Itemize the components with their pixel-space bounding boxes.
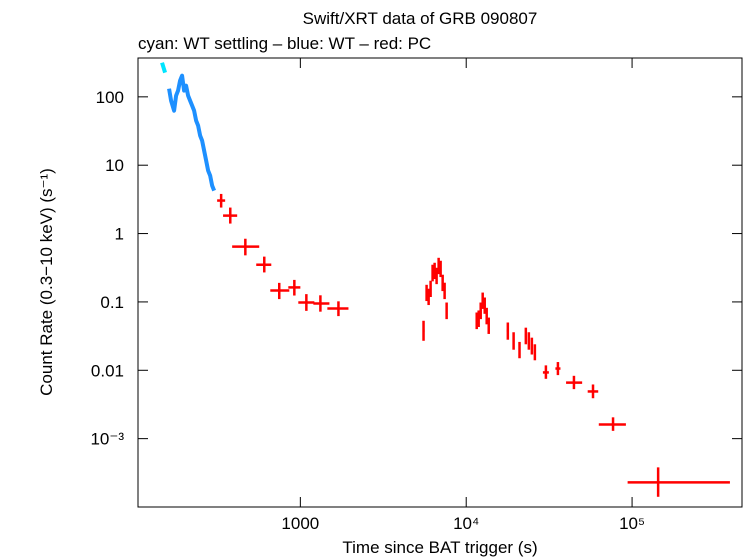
- chart-subtitle: cyan: WT settling – blue: WT – red: PC: [138, 34, 431, 53]
- light-curve: [167, 73, 217, 192]
- y-axis-label: Count Rate (0.3−10 keV) (s⁻¹): [37, 168, 56, 396]
- y-tick-label: 0.01: [91, 361, 124, 380]
- y-tick-label: 10: [105, 156, 124, 175]
- chart-title: Swift/XRT data of GRB 090807: [303, 9, 538, 28]
- y-tick-label: 1: [115, 225, 124, 244]
- x-tick-label: 10⁴: [453, 514, 479, 533]
- light-curve: [160, 62, 167, 74]
- x-axis-label: Time since BAT trigger (s): [342, 538, 537, 557]
- x-tick-label: 10⁵: [619, 514, 645, 533]
- x-tick-label: 1000: [281, 514, 319, 533]
- y-tick-label: 0.1: [100, 293, 124, 312]
- y-tick-label: 10⁻³: [90, 430, 124, 449]
- y-tick-label: 100: [96, 88, 124, 107]
- plot-frame: [137, 57, 743, 508]
